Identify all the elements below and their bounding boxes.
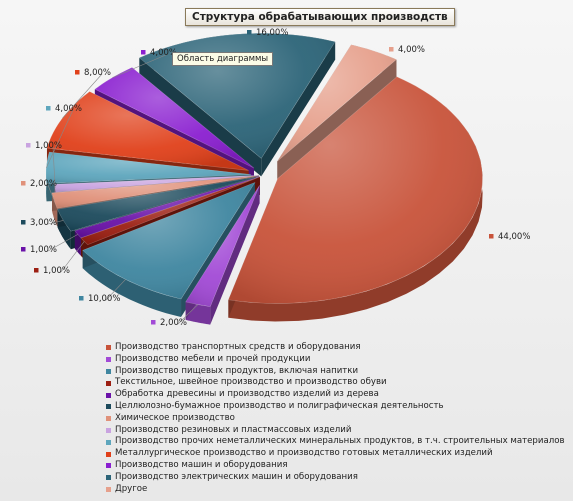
data-label-marker	[21, 220, 26, 225]
data-label: 3,00%	[30, 218, 57, 228]
leader-line	[47, 220, 64, 225]
legend-label: Целлюлозно-бумажное производство и полиг…	[115, 400, 444, 411]
data-label: 10,00%	[88, 294, 120, 304]
legend-item: Целлюлозно-бумажное производство и полиг…	[106, 401, 565, 413]
leader-line	[46, 109, 74, 168]
legend-item: Другое	[106, 484, 565, 496]
leader-line	[47, 184, 55, 201]
data-label-marker	[79, 296, 84, 301]
legend-swatch	[106, 404, 111, 410]
data-label: 4,00%	[398, 45, 425, 55]
legend-item: Производство машин и оборудования	[106, 460, 565, 472]
chart-title: Структура обрабатывающих производств	[185, 8, 455, 26]
pie-slice-edge	[139, 57, 262, 177]
leader-line	[47, 234, 78, 252]
leader-line	[177, 304, 199, 325]
legend-swatch	[106, 475, 111, 481]
data-label-marker	[75, 70, 80, 75]
pie-slice-highlight	[81, 176, 260, 245]
data-label-marker	[141, 50, 146, 55]
legend-label: Производство резиновых и пластмассовых и…	[115, 424, 352, 435]
legend-swatch	[106, 368, 111, 374]
legend-label: Производство пищевых продуктов, включая …	[115, 365, 359, 376]
data-label: 4,00%	[150, 48, 177, 58]
legend-item: Производство электрических машин и обору…	[106, 472, 565, 484]
leader-line	[60, 241, 85, 273]
legend-label: Производство электрических машин и обору…	[115, 471, 358, 482]
legend-item: Производство прочих неметаллических мине…	[106, 436, 565, 448]
pie-slice-highlight	[52, 176, 256, 209]
pie-slice-side	[82, 250, 181, 317]
legend-label: Химическое производство	[115, 412, 235, 423]
legend-item: Производство резиновых и пластмассовых и…	[106, 425, 565, 437]
data-label-marker	[26, 143, 31, 148]
pie-slice-highlight	[94, 67, 254, 169]
data-label-marker	[34, 268, 39, 273]
legend-item: Производство транспортных средств и обор…	[106, 342, 565, 354]
legend-item: Металлургическое производство и производ…	[106, 448, 565, 460]
pie-slice-highlight	[228, 76, 483, 304]
data-label: 2,00%	[160, 318, 187, 328]
legend-swatch	[106, 427, 111, 433]
pie-slice-highlight	[82, 182, 255, 299]
legend-item: Производство пищевых продуктов, включая …	[106, 366, 565, 378]
legend: Производство транспортных средств и обор…	[106, 342, 565, 495]
legend-item: Обработка древесины и производство издел…	[106, 389, 565, 401]
legend-swatch	[106, 451, 111, 457]
data-label: 44,00%	[498, 232, 530, 242]
pie-slice-edge	[261, 41, 336, 177]
pie-slice-highlight	[54, 175, 260, 193]
data-label-marker	[21, 181, 26, 186]
legend-item: Химическое производство	[106, 413, 565, 425]
data-label: 1,00%	[35, 141, 62, 151]
leader-line	[112, 53, 169, 78]
legend-swatch	[106, 439, 111, 445]
tooltip: Область диаграммы	[172, 52, 274, 66]
pie-slice-highlight	[74, 176, 260, 238]
legend-swatch	[106, 416, 111, 422]
legend-swatch	[106, 463, 111, 469]
pie-slice-highlight	[57, 177, 256, 232]
legend-swatch	[106, 345, 111, 351]
legend-label: Металлургическое производство и производ…	[115, 448, 493, 459]
pie-slice-highlight	[47, 91, 249, 171]
legend-swatch	[106, 486, 111, 492]
data-label-marker	[389, 47, 394, 52]
pie-slice-edge	[277, 59, 397, 180]
pie-slice-highlight	[277, 44, 397, 162]
data-label: 1,00%	[43, 266, 70, 276]
leader-line	[105, 279, 126, 301]
data-label: 16,00%	[256, 28, 288, 38]
legend-label: Текстильное, швейное производство и прои…	[115, 377, 387, 388]
legend-label: Производство мебели и прочей продукции	[115, 353, 311, 364]
leader-line	[62, 73, 103, 119]
data-label: 8,00%	[84, 68, 111, 78]
legend-label: Производство транспортных средств и обор…	[115, 342, 361, 352]
pie-slice-highlight	[45, 152, 252, 184]
legend-label: Другое	[115, 483, 148, 494]
data-label-marker	[21, 247, 26, 252]
legend-swatch	[106, 392, 111, 398]
legend-item: Текстильное, швейное производство и прои…	[106, 377, 565, 389]
leader-line	[52, 146, 56, 189]
legend-item: Производство мебели и прочей продукции	[106, 354, 565, 366]
legend-swatch	[106, 380, 111, 386]
legend-swatch	[106, 357, 111, 363]
data-label: 1,00%	[30, 245, 57, 255]
legend-label: Обработка древесины и производство издел…	[115, 389, 379, 400]
data-label: 4,00%	[55, 104, 82, 114]
data-label-marker	[247, 30, 252, 35]
data-label-marker	[46, 106, 51, 111]
pie-slice-highlight	[185, 185, 260, 307]
data-label: 2,00%	[30, 179, 57, 189]
data-label-marker	[151, 320, 156, 325]
legend-label: Производство машин и оборудования	[115, 459, 288, 470]
data-label-marker	[489, 234, 494, 239]
legend-label: Производство прочих неметаллических мине…	[115, 436, 565, 447]
